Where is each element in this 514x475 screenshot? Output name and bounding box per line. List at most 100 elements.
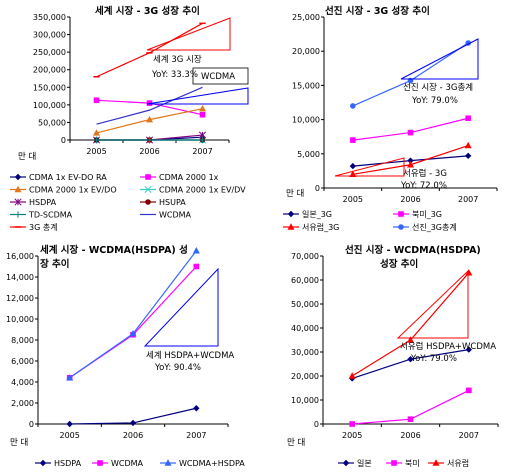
legend-label: CDMA 2000 1x xyxy=(159,173,219,182)
y-tick-label: 350,000 xyxy=(33,13,66,22)
x-tick-label: 2007 xyxy=(459,431,479,440)
legend-label: 북미_3G xyxy=(412,210,442,219)
series-line-2 xyxy=(69,266,197,379)
chart-title: 선진 시장 - WCDMA(HSDPA) xyxy=(345,244,481,256)
growth-callout-outline xyxy=(143,267,219,347)
y-axis-unit: 만 대 xyxy=(286,189,304,199)
chart-1: 세계 시장 - 3G 성장 추이 0 50,000 100,000 150,000 200… xyxy=(10,5,249,232)
y-tick-label: 0 xyxy=(29,420,34,429)
data-point xyxy=(93,129,100,136)
data-point xyxy=(407,416,414,422)
y-axis-unit: 만 대 xyxy=(10,438,28,448)
chart-title: 성장 추이 xyxy=(380,258,418,270)
y-tick-label: 12,000 xyxy=(6,294,34,303)
legend-marker xyxy=(145,174,151,180)
y-tick-label: 40,000 xyxy=(291,324,319,333)
legend-marker xyxy=(432,459,440,466)
y-tick-label: 20,000 xyxy=(292,47,320,56)
y-tick-label: 30,000 xyxy=(291,348,319,357)
y-tick-label: 0 xyxy=(315,184,320,193)
legend-marker xyxy=(97,460,103,466)
legend-label: CDMA 1x EV-DO RA xyxy=(29,173,107,182)
data-point xyxy=(465,115,471,122)
growth-callout-outline xyxy=(146,17,231,51)
y-tick-label: 100,000 xyxy=(33,101,66,110)
y-tick-label: 60,000 xyxy=(291,276,319,285)
data-point xyxy=(129,419,137,427)
series-line-8 xyxy=(96,86,203,125)
data-point xyxy=(349,421,355,427)
y-tick-label: 20,000 xyxy=(291,372,319,381)
x-tick-label: 2007 xyxy=(186,431,206,440)
data-point xyxy=(93,136,100,144)
legend-marker xyxy=(391,460,397,466)
y-tick-label: 70,000 xyxy=(291,252,319,261)
data-point xyxy=(407,129,414,136)
growth-callout-outline xyxy=(146,87,249,105)
data-point xyxy=(199,111,206,118)
growth-callout-outline xyxy=(334,157,405,177)
data-point xyxy=(407,157,414,164)
legend-label: 서유럽_3G xyxy=(302,223,339,232)
data-point xyxy=(407,336,414,343)
legend-label: HSUPA xyxy=(159,198,186,207)
data-point xyxy=(66,420,73,428)
legend-label: CDMA 2000 1x EV/DO xyxy=(29,186,117,195)
annotation-text: 서유럽 HSDPA+WCDMA xyxy=(400,342,496,352)
data-point xyxy=(465,346,473,353)
chart-3: 세계 시장 - WCDMA(HSDPA) 성장 추이 0 2,000 4,000 6,0… xyxy=(6,244,245,468)
annotation-text: YoY: 79.0% xyxy=(410,354,457,364)
legend-label: CDMA 2000 1x EV/DV xyxy=(159,186,246,195)
chart-title: 세계 시장 - WCDMA(HSDPA) 성 xyxy=(40,244,188,256)
data-point xyxy=(465,269,473,276)
annotation-text: YoY: 33.3% xyxy=(151,70,198,80)
data-point xyxy=(199,105,206,112)
legend-label: HSDPA xyxy=(29,198,57,207)
legend-label: TD-SCDMA xyxy=(28,211,73,220)
legend-marker xyxy=(14,185,22,193)
y-tick-label: 150,000 xyxy=(33,83,66,92)
legend-label: 선진_3G총계 xyxy=(412,222,457,232)
series-line-2 xyxy=(352,117,469,141)
growth-callout-outline xyxy=(400,38,479,80)
data-point xyxy=(350,103,356,109)
y-tick-label: 16,000 xyxy=(6,252,34,261)
y-axis-unit: 만 대 xyxy=(18,152,36,162)
y-tick-label: 15,000 xyxy=(292,81,320,90)
x-tick-label: 2005 xyxy=(342,431,362,440)
x-tick-label: 2005 xyxy=(343,195,363,204)
legend-marker xyxy=(287,223,295,230)
data-point xyxy=(192,247,200,254)
y-tick-label: 14,000 xyxy=(6,273,34,282)
legend-marker xyxy=(287,210,295,218)
legend-label: WCDMA xyxy=(111,459,144,468)
annotation-text: 세계 3G 시장 xyxy=(153,54,202,65)
data-point xyxy=(129,330,137,337)
annotation-text: 세계 HSDPA+WCDMA xyxy=(146,350,234,361)
data-point xyxy=(66,374,74,381)
data-point xyxy=(193,405,200,412)
annotation-text: 서유럽 - 3G xyxy=(403,169,447,179)
data-point xyxy=(466,387,472,394)
y-tick-label: 10,000 xyxy=(292,116,320,125)
legend-label: 일본 xyxy=(357,459,372,468)
legend-label: 일본_3G xyxy=(302,210,332,219)
x-tick-label: 2007 xyxy=(192,147,212,156)
y-tick-label: 300,000 xyxy=(33,31,66,40)
x-tick-label: 2006 xyxy=(400,195,420,204)
annotation-text: 선진 시장 - 3G총계 xyxy=(403,82,473,93)
x-tick-label: 2007 xyxy=(458,195,478,204)
legend-marker xyxy=(398,224,404,230)
y-tick-label: 5,000 xyxy=(297,150,320,159)
chart-title: 선진 시장 - 3G 성장 추이 xyxy=(325,5,430,17)
annotation-text: YoY: 72.0% xyxy=(400,181,447,191)
y-tick-label: 10,000 xyxy=(291,396,319,405)
y-tick-label: 200,000 xyxy=(33,66,66,75)
x-tick-label: 2005 xyxy=(59,431,79,440)
annotation-label: WCDMA xyxy=(201,72,235,82)
data-point xyxy=(146,115,153,123)
y-tick-label: 2,000 xyxy=(11,399,34,408)
legend-marker xyxy=(14,211,22,218)
y-tick-label: 250,000 xyxy=(33,48,66,57)
